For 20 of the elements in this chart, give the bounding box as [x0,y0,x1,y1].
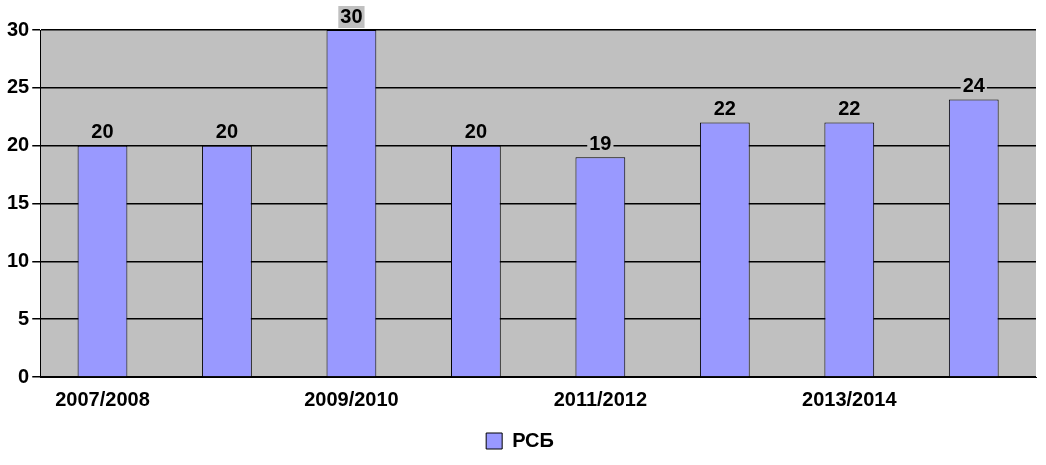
x-tick-label: 2013/2014 [802,387,898,410]
data-label: 20 [464,120,488,143]
y-tick-label: 0 [18,364,30,387]
data-label: 20 [91,120,114,143]
x-tick-label: 2011/2012 [553,387,648,410]
y-tick-label: 30 [7,17,30,40]
y-tick-label: 25 [7,75,30,98]
data-label: 20 [215,120,239,143]
data-label: 22 [713,97,736,120]
x-tick-label: 2007/2008 [55,387,150,410]
data-label: 19 [589,131,612,154]
data-label: 22 [838,97,861,120]
x-tick-label: 2009/2010 [304,387,399,410]
data-label: 30 [340,4,363,27]
y-tick-label: 15 [7,191,30,214]
data-label: 24 [962,73,986,96]
legend-label: РСБ [512,428,554,451]
y-tick-label: 5 [18,306,30,329]
y-tick-label: 20 [7,133,30,156]
y-tick-label: 10 [7,248,30,271]
